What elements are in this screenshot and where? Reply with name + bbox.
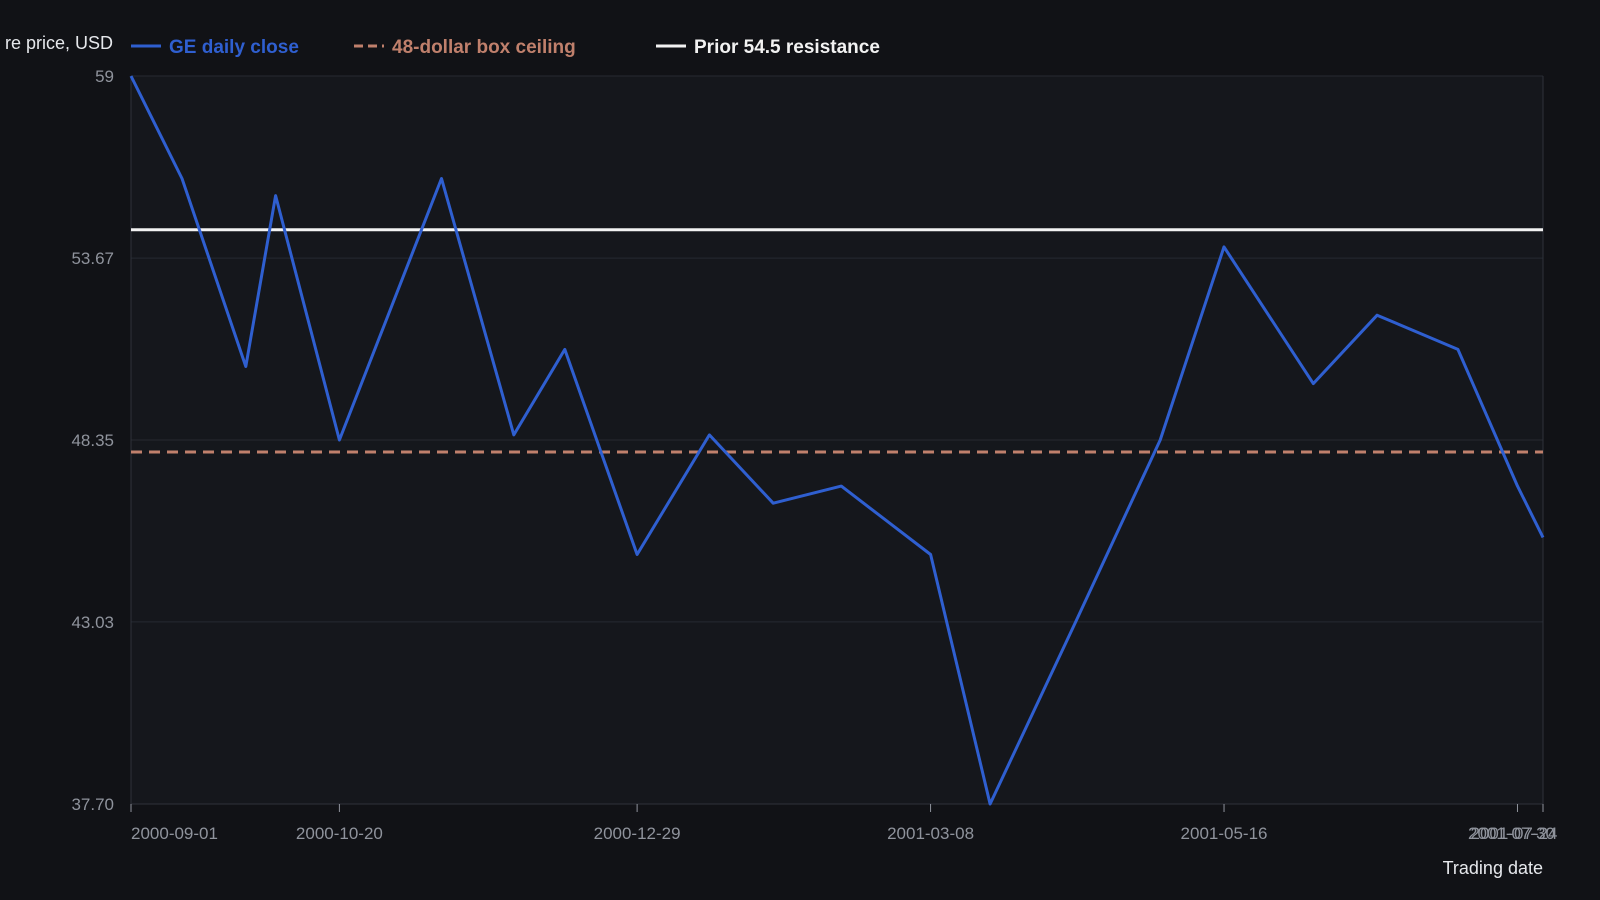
y-tick-label: 43.03 xyxy=(71,613,114,632)
y-tick-label: 48.35 xyxy=(71,431,114,450)
y-tick-label: 59 xyxy=(95,67,114,86)
grid-lines xyxy=(131,75,1543,805)
x-axis-title: Trading date xyxy=(1443,858,1543,878)
legend-label: GE daily close xyxy=(169,37,299,58)
x-tick-label: 2000-09-01 xyxy=(131,824,218,843)
x-tick-label: 2001-03-08 xyxy=(887,824,974,843)
series-lines xyxy=(129,75,1545,806)
axes: 59 53.67 48.35 43.03 37.70 2000-09-01 2000-10-… xyxy=(71,67,1557,843)
x-tick-label: 2001-05-16 xyxy=(1181,824,1268,843)
legend-label: Prior 54.5 resistance xyxy=(694,37,880,58)
x-tick-label: 2001-07-30 xyxy=(1468,824,1555,843)
legend-label: 48-dollar box ceiling xyxy=(392,37,576,58)
y-axis-title: re price, USD xyxy=(5,33,113,53)
x-tick-label: 2001-07-24 xyxy=(1471,824,1558,843)
y-tick-label: 37.70 xyxy=(71,795,114,814)
legend: GE daily close 48-dollar box ceiling Prior… xyxy=(131,37,880,58)
reference-lines xyxy=(131,228,1543,454)
x-tick-label: 2000-10-20 xyxy=(296,824,383,843)
y-tick-label: 53.67 xyxy=(71,249,114,268)
x-tick-label: 2000-12-29 xyxy=(594,824,681,843)
ge-close-line xyxy=(129,75,1545,806)
